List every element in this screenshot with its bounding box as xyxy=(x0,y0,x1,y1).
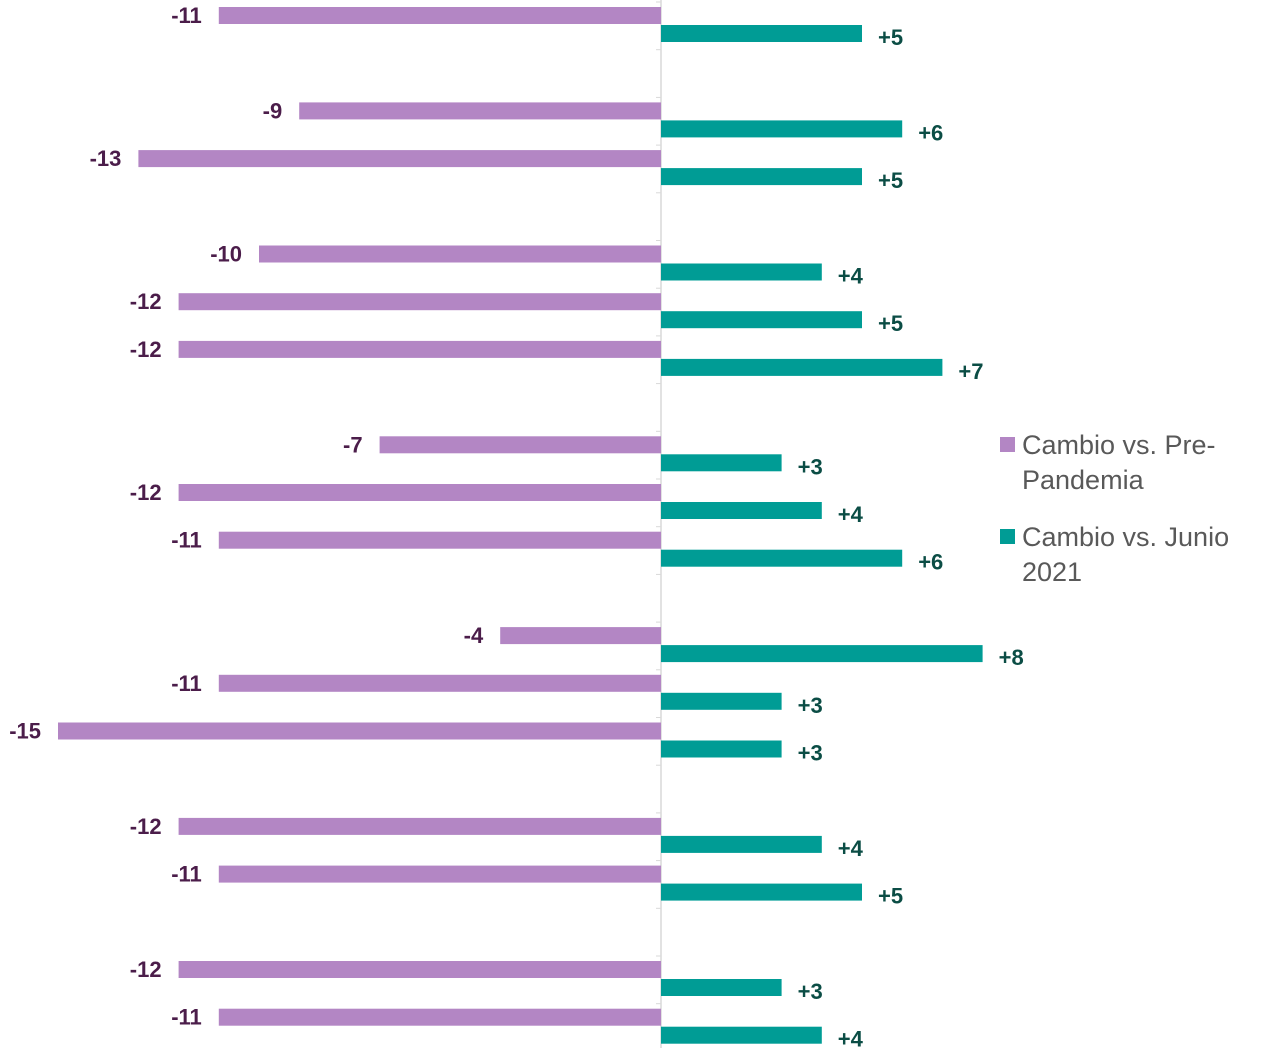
bar-junio-2021 xyxy=(661,311,862,329)
bar-junio-2021 xyxy=(661,1026,822,1044)
bar-pre-pandemia xyxy=(299,102,661,120)
bar-pre-pandemia xyxy=(138,150,661,168)
bar-pre-pandemia xyxy=(218,1008,662,1026)
bar-pre-pandemia xyxy=(178,817,661,835)
data-label-junio-2021: +6 xyxy=(918,550,943,575)
data-labels-layer: -11 +5 -9 +6 -13 +5 -10 +4 -12 +5 -12 +7 -7 +3 -12 +4 -1… xyxy=(9,3,1023,1048)
bar-pre-pandemia xyxy=(178,484,661,501)
data-label-junio-2021: +3 xyxy=(798,454,823,479)
bar-junio-2021 xyxy=(661,883,862,901)
bar-pre-pandemia xyxy=(500,627,661,645)
data-label-pre-pandemia: -12 xyxy=(130,480,162,505)
data-label-pre-pandemia: -7 xyxy=(343,432,363,457)
bar-pre-pandemia xyxy=(178,293,661,311)
bar-junio-2021 xyxy=(661,120,903,138)
axis-ticks xyxy=(656,1,661,1005)
data-label-pre-pandemia: -4 xyxy=(464,623,484,648)
legend-swatch-junio-2021 xyxy=(1000,529,1015,544)
data-label-junio-2021: +4 xyxy=(838,502,864,527)
bar-junio-2021 xyxy=(661,502,822,519)
data-label-pre-pandemia: -12 xyxy=(130,289,162,314)
data-label-pre-pandemia: -11 xyxy=(171,528,202,553)
bar-junio-2021 xyxy=(661,740,782,758)
data-label-junio-2021: +4 xyxy=(838,264,864,289)
bar-pre-pandemia xyxy=(178,340,661,358)
data-label-junio-2021: +5 xyxy=(878,884,903,909)
data-label-pre-pandemia: -12 xyxy=(130,957,162,982)
bars-layer xyxy=(58,7,983,1044)
data-label-pre-pandemia: -13 xyxy=(90,146,122,171)
bar-junio-2021 xyxy=(661,692,782,710)
data-label-junio-2021: +5 xyxy=(878,25,903,50)
data-label-pre-pandemia: -15 xyxy=(9,719,41,744)
data-label-junio-2021: +4 xyxy=(838,836,864,861)
data-label-pre-pandemia: -11 xyxy=(171,3,202,28)
bar-pre-pandemia xyxy=(259,245,661,263)
legend-label-junio-2021: Cambio vs. Junio 2021 xyxy=(1022,522,1230,587)
legend-item-pre-pandemia: Cambio vs. Pre- Pandemia xyxy=(1000,428,1268,498)
data-label-junio-2021: +6 xyxy=(918,120,943,145)
bar-pre-pandemia xyxy=(218,531,662,549)
data-label-junio-2021: +3 xyxy=(798,979,823,1004)
bar-junio-2021 xyxy=(661,835,822,853)
bar-junio-2021 xyxy=(661,645,983,663)
data-label-junio-2021: +5 xyxy=(878,168,903,193)
legend-label-pre-pandemia: Cambio vs. Pre- Pandemia xyxy=(1022,430,1216,495)
data-label-pre-pandemia: -10 xyxy=(210,242,242,267)
bar-junio-2021 xyxy=(661,25,862,42)
data-label-junio-2021: +4 xyxy=(838,1027,864,1048)
data-label-junio-2021: +5 xyxy=(878,311,903,336)
data-label-pre-pandemia: -11 xyxy=(171,1005,202,1030)
data-label-junio-2021: +8 xyxy=(999,645,1024,670)
data-label-pre-pandemia: -12 xyxy=(130,814,162,839)
data-label-pre-pandemia: -12 xyxy=(130,337,162,362)
legend-item-junio-2021: Cambio vs. Junio 2021 xyxy=(1000,520,1268,590)
data-label-junio-2021: +7 xyxy=(958,359,983,384)
bar-pre-pandemia xyxy=(178,961,661,978)
bar-pre-pandemia xyxy=(218,865,662,883)
bar-junio-2021 xyxy=(661,549,903,567)
data-label-junio-2021: +3 xyxy=(798,693,823,718)
bar-junio-2021 xyxy=(661,454,782,472)
data-label-junio-2021: +3 xyxy=(798,741,823,766)
bar-pre-pandemia xyxy=(218,7,662,24)
data-label-pre-pandemia: -11 xyxy=(171,671,202,696)
bar-junio-2021 xyxy=(661,979,782,996)
bar-pre-pandemia xyxy=(58,722,661,740)
bar-pre-pandemia xyxy=(379,436,661,454)
legend-swatch-pre-pandemia xyxy=(1000,437,1015,452)
bar-junio-2021 xyxy=(661,263,822,281)
data-label-pre-pandemia: -11 xyxy=(171,862,202,887)
bar-junio-2021 xyxy=(661,358,943,376)
data-label-pre-pandemia: -9 xyxy=(263,98,283,123)
bar-junio-2021 xyxy=(661,168,862,186)
legend: Cambio vs. Pre- Pandemia Cambio vs. Junio… xyxy=(1000,428,1268,612)
bar-pre-pandemia xyxy=(218,674,662,692)
